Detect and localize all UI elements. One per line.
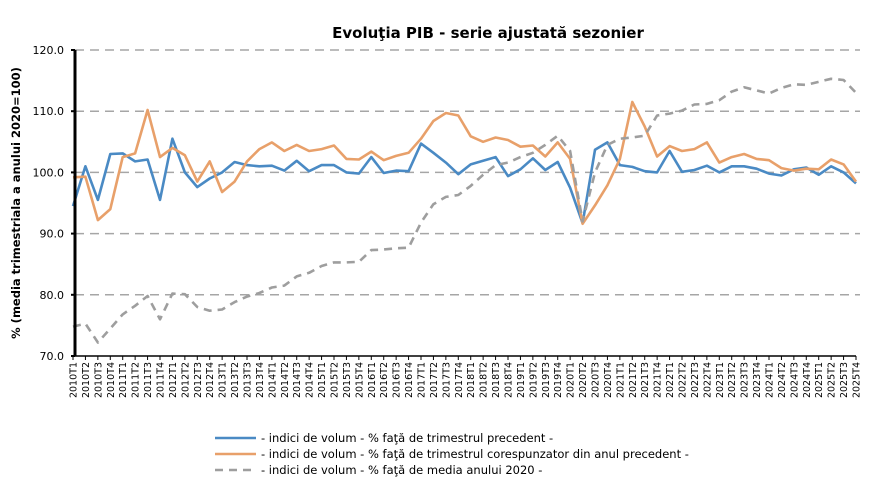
series-line-0 [71, 137, 857, 225]
x-tick-label: 2025T3 [839, 362, 850, 398]
legend-label: - indici de volum - % faţă de media anul… [261, 463, 542, 477]
y-tick-label: 110.0 [33, 105, 65, 118]
x-tick-label: 2010T1 [69, 362, 80, 398]
x-tick-label: 2018T1 [466, 362, 477, 398]
x-tick-label: 2013T4 [255, 362, 266, 398]
x-tick-label: 2021T2 [628, 362, 639, 398]
x-tick-label: 2014T2 [280, 362, 291, 398]
x-tick-label: 2012T2 [180, 362, 191, 398]
x-tick-label: 2014T4 [305, 362, 316, 398]
x-tick-label: 2017T3 [441, 362, 452, 398]
x-axis-ticks: 2010T1 2010T2 2010T3 2010T4 2011T1 2011T2 2011… [69, 356, 863, 398]
x-tick-label: 2016T3 [392, 362, 403, 398]
y-axis-ticks: 70.0 80.0 90.0 100.0 110.0 120.0 [33, 44, 75, 363]
x-tick-label: 2019T2 [528, 362, 539, 398]
x-tick-label: 2014T1 [267, 362, 278, 398]
x-tick-label: 2025T4 [852, 362, 863, 398]
y-tick-label: 80.0 [40, 289, 65, 302]
x-tick-label: 2020T1 [566, 362, 577, 398]
x-tick-label: 2024T3 [789, 362, 800, 398]
x-tick-label: 2024T4 [802, 362, 813, 398]
x-tick-label: 2010T3 [93, 362, 104, 398]
y-tick-label: 100.0 [33, 166, 65, 179]
x-tick-label: 2021T1 [615, 362, 626, 398]
series-lines [71, 77, 858, 344]
x-tick-label: 2011T2 [131, 362, 142, 398]
x-tick-label: 2020T2 [578, 362, 589, 398]
x-tick-label: 2011T3 [143, 362, 154, 398]
x-tick-label: 2010T4 [106, 362, 117, 398]
legend-label: - indici de volum - % faţă de trimestrul… [261, 431, 553, 445]
x-tick-label: 2022T2 [678, 362, 689, 398]
x-tick-label: 2019T4 [553, 362, 564, 398]
x-tick-label: 2013T2 [230, 362, 241, 398]
y-tick-label: 120.0 [33, 44, 65, 57]
x-tick-label: 2019T1 [516, 362, 527, 398]
x-tick-label: 2016T1 [367, 362, 378, 398]
x-tick-label: 2024T2 [777, 362, 788, 398]
x-tick-label: 2018T4 [504, 362, 515, 398]
x-tick-label: 2023T3 [740, 362, 751, 398]
x-tick-label: 2017T4 [454, 362, 465, 398]
x-tick-label: 2016T4 [404, 362, 415, 398]
x-tick-label: 2018T3 [491, 362, 502, 398]
x-tick-label: 2015T4 [354, 362, 365, 398]
x-tick-label: 2017T1 [417, 362, 428, 398]
x-tick-label: 2022T3 [690, 362, 701, 398]
x-tick-label: 2018T2 [479, 362, 490, 398]
x-tick-label: 2013T1 [218, 362, 229, 398]
y-tick-label: 90.0 [40, 228, 65, 241]
x-tick-label: 2017T2 [429, 362, 440, 398]
x-tick-label: 2025T1 [814, 362, 825, 398]
x-tick-label: 2012T4 [205, 362, 216, 398]
legend-label: - indici de volum - % faţă de trimestrul… [261, 447, 689, 461]
x-tick-label: 2021T3 [640, 362, 651, 398]
x-tick-label: 2024T1 [765, 362, 776, 398]
x-tick-label: 2023T1 [715, 362, 726, 398]
x-tick-label: 2021T4 [653, 362, 664, 398]
series-line-1 [72, 100, 858, 226]
legend: - indici de volum - % faţă de trimestrul… [215, 431, 689, 477]
x-tick-label: 2014T3 [292, 362, 303, 398]
x-tick-label: 2015T2 [330, 362, 341, 398]
x-tick-label: 2012T3 [193, 362, 204, 398]
x-tick-label: 2012T1 [168, 362, 179, 398]
x-tick-label: 2015T3 [342, 362, 353, 398]
chart-title: Evoluţia PIB - serie ajustată sezonier [332, 24, 644, 42]
x-tick-label: 2011T1 [118, 362, 129, 398]
x-tick-label: 2023T4 [752, 362, 763, 398]
x-tick-label: 2010T2 [81, 362, 92, 398]
y-tick-label: 70.0 [40, 350, 65, 363]
x-tick-label: 2020T3 [591, 362, 602, 398]
x-tick-label: 2016T2 [379, 362, 390, 398]
y-axis-label: % (media trimestriala a anului 2020=100) [9, 67, 23, 339]
x-tick-label: 2013T3 [243, 362, 254, 398]
series-line-2 [72, 77, 857, 344]
x-tick-label: 2025T2 [827, 362, 838, 398]
gridlines [75, 49, 860, 296]
x-tick-label: 2019T3 [541, 362, 552, 398]
x-tick-label: 2023T2 [727, 362, 738, 398]
x-tick-label: 2011T4 [156, 362, 167, 398]
x-tick-label: 2022T4 [702, 362, 713, 398]
x-tick-label: 2020T4 [603, 362, 614, 398]
x-tick-label: 2015T1 [317, 362, 328, 398]
x-tick-label: 2022T1 [665, 362, 676, 398]
